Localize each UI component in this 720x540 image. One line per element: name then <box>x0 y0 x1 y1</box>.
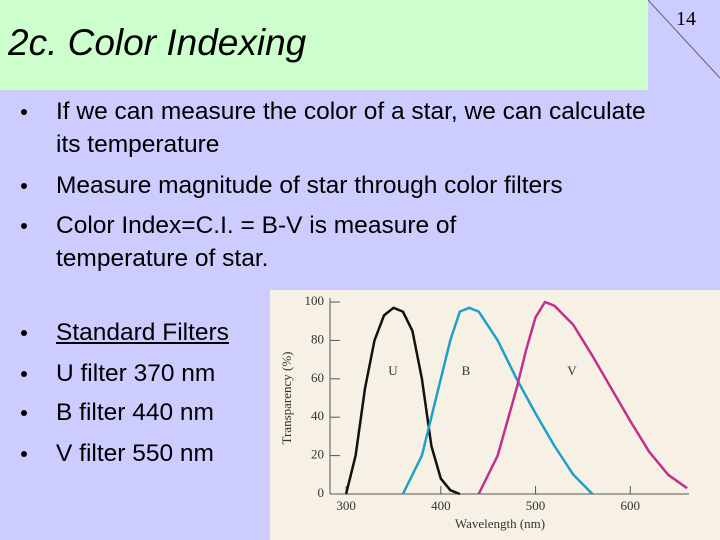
y-tick-label: 40 <box>311 408 324 423</box>
y-tick-label: 80 <box>311 331 324 346</box>
bullet: If we can measure the color of a star, w… <box>21 95 656 161</box>
y-tick-label: 60 <box>311 370 324 385</box>
x-tick-label: 600 <box>621 498 641 513</box>
curve <box>344 306 461 496</box>
chart-background <box>270 290 720 540</box>
y-tick-label: 100 <box>305 293 325 308</box>
title: 2c. Color Indexing <box>8 22 307 63</box>
bullet: Measure magnitude of star through color … <box>21 169 656 202</box>
x-tick-label: 400 <box>431 498 451 513</box>
bullet: U filter 370 nm <box>21 357 656 390</box>
filter-chart: Transparency (%) Wavelength (nm) 0 20 40 60… <box>270 290 720 540</box>
curve <box>401 306 594 495</box>
bullet: B filter 440 nm <box>21 396 656 429</box>
page-number: 14 <box>676 8 696 30</box>
series-label: B <box>462 363 471 378</box>
series-label: V <box>567 363 577 378</box>
bullet: Color Index=C.I. = B-V is measure of tem… <box>21 209 526 275</box>
y-tick-label: 20 <box>311 447 324 462</box>
y-axis-label: Transparency (%) <box>279 351 294 444</box>
bullet: V filter 550 nm <box>21 437 656 470</box>
x-tick-label: 500 <box>526 498 546 513</box>
series-label: U <box>388 363 398 378</box>
curve <box>477 300 688 495</box>
x-axis-label: Wavelength (nm) <box>455 516 545 531</box>
title-box <box>0 0 648 90</box>
y-tick-label: 0 <box>318 485 325 500</box>
corner-line <box>647 0 720 79</box>
bullet: Standard Filters <box>21 316 656 349</box>
x-tick-label: 300 <box>336 498 356 513</box>
